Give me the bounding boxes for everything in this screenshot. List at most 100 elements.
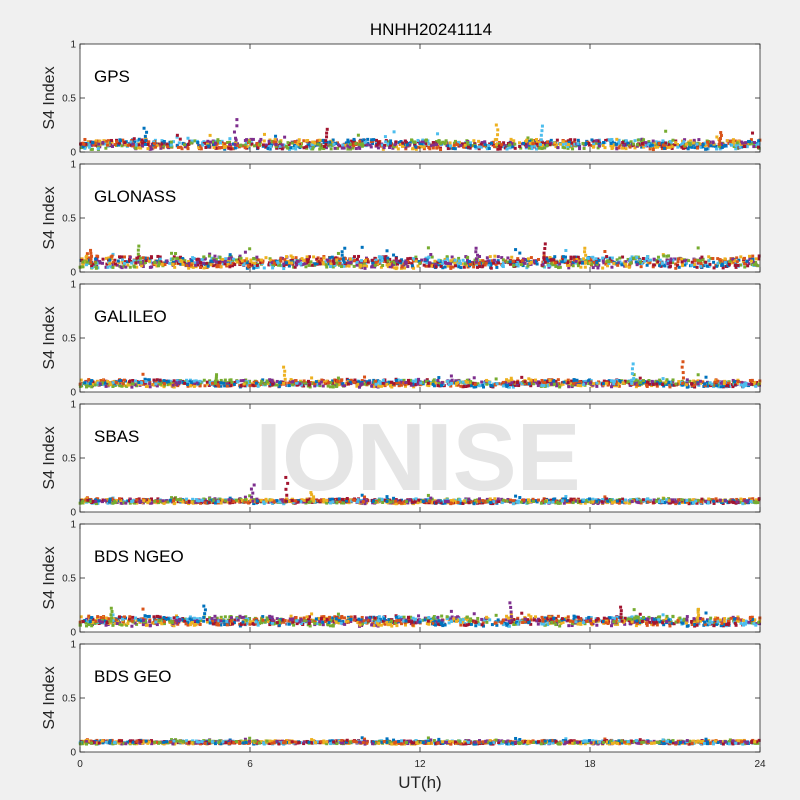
data-point <box>522 261 526 265</box>
data-point <box>601 266 605 270</box>
data-point <box>305 255 309 259</box>
data-point <box>396 262 400 266</box>
data-point <box>306 260 310 264</box>
data-point <box>635 263 639 267</box>
data-point <box>264 256 268 260</box>
data-point <box>290 141 294 145</box>
data-point <box>506 383 510 387</box>
data-point <box>485 256 489 260</box>
data-point <box>433 259 437 263</box>
data-point <box>650 379 654 383</box>
data-point <box>385 263 389 267</box>
data-point <box>130 385 134 389</box>
data-point <box>647 143 651 147</box>
data-point <box>359 383 363 387</box>
data-point <box>346 382 350 386</box>
data-point <box>674 266 678 270</box>
data-point <box>673 257 677 261</box>
data-point <box>495 265 499 269</box>
data-point <box>631 142 635 146</box>
data-point <box>338 263 342 267</box>
data-point <box>176 261 180 265</box>
data-point <box>271 380 275 384</box>
data-point <box>86 140 90 144</box>
data-point <box>439 148 443 152</box>
data-point <box>308 385 312 389</box>
data-point <box>561 145 565 149</box>
data-point <box>610 265 614 269</box>
data-point <box>328 385 332 389</box>
data-point <box>430 255 434 259</box>
data-point <box>429 264 433 268</box>
data-point <box>677 380 681 384</box>
data-point <box>406 257 410 261</box>
data-point <box>243 146 247 150</box>
data-point <box>610 137 614 141</box>
data-point <box>535 147 539 151</box>
data-point <box>335 258 339 262</box>
data-point <box>180 147 184 151</box>
data-point <box>597 144 601 148</box>
data-point <box>247 140 251 144</box>
data-point <box>190 383 194 387</box>
spike-point <box>540 129 544 133</box>
data-point <box>535 141 539 145</box>
data-point <box>361 140 365 144</box>
data-point <box>392 253 396 257</box>
data-point <box>712 142 716 146</box>
data-point <box>604 381 608 385</box>
data-point <box>362 264 366 268</box>
data-point <box>715 147 719 151</box>
data-point <box>144 380 148 384</box>
data-point <box>120 258 124 262</box>
data-point <box>481 264 485 268</box>
data-point <box>497 144 501 148</box>
data-point <box>569 144 573 148</box>
data-point <box>297 139 301 143</box>
data-point <box>754 384 758 388</box>
data-point <box>287 261 291 265</box>
data-point <box>418 261 422 265</box>
data-point <box>324 263 328 267</box>
data-point <box>95 379 99 383</box>
data-point <box>569 141 573 145</box>
data-point <box>342 264 346 268</box>
data-point <box>709 498 713 502</box>
data-point <box>156 264 160 268</box>
data-point <box>335 384 339 388</box>
data-point <box>248 247 252 251</box>
data-point <box>389 380 393 384</box>
data-point <box>156 497 160 501</box>
data-point <box>564 142 568 146</box>
data-point <box>421 381 425 385</box>
data-point <box>278 144 282 148</box>
data-point <box>647 258 651 262</box>
data-point <box>683 144 687 148</box>
data-point <box>465 380 469 384</box>
data-point <box>540 140 544 144</box>
data-point <box>128 501 132 505</box>
data-point <box>319 380 323 384</box>
data-point <box>186 147 190 151</box>
data-point <box>302 146 306 150</box>
data-point <box>701 143 705 147</box>
data-point <box>141 144 145 148</box>
data-point <box>380 255 384 259</box>
data-point <box>128 265 132 269</box>
data-point <box>651 265 655 269</box>
data-point <box>371 261 375 265</box>
data-point <box>431 141 435 145</box>
data-point <box>644 141 648 145</box>
data-point <box>223 384 227 388</box>
data-point <box>90 143 94 147</box>
data-point <box>93 381 97 385</box>
data-point <box>733 139 737 143</box>
data-point <box>594 141 598 145</box>
data-point <box>147 259 151 263</box>
data-point <box>150 383 154 387</box>
data-point <box>235 143 239 147</box>
data-point <box>738 145 742 149</box>
data-point <box>352 264 356 268</box>
data-point <box>103 142 107 146</box>
data-point <box>135 501 139 505</box>
